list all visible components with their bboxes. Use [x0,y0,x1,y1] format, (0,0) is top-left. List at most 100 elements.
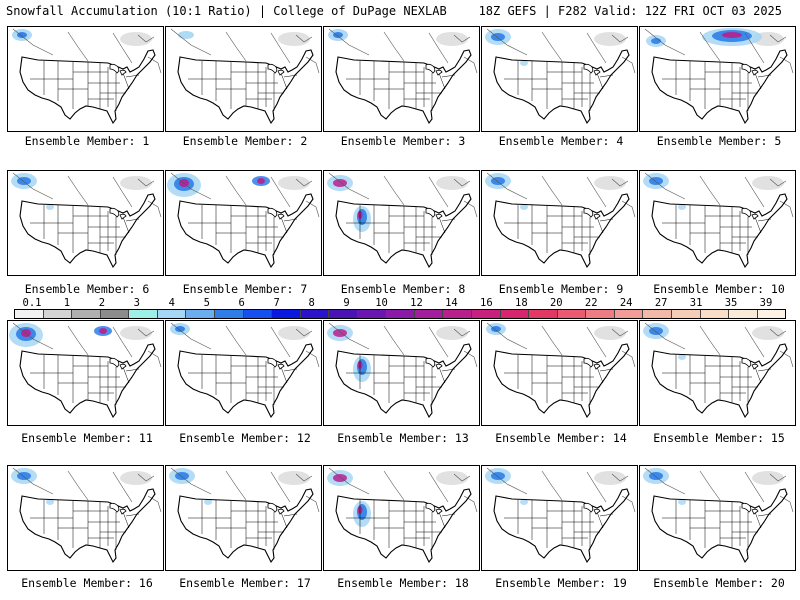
us-outline [335,488,472,564]
legend-tick-label: 31 [689,297,703,309]
legend-color-cell [414,310,444,318]
canada-province-lines [170,28,320,74]
legend-tick-label: 9 [343,297,350,309]
snowfall-map [481,170,638,276]
legend-color-cell [72,310,101,318]
great-lakes [741,207,759,220]
ensemble-member-panel: Ensemble Member: 16 [7,465,164,590]
canada-cover-shading [594,32,626,46]
us-outline [19,193,156,269]
member-caption: Ensemble Member: 6 [24,282,150,296]
member-caption: Ensemble Member: 16 [21,576,153,590]
canada-province-lines [328,28,478,74]
canada-cover-shading [278,471,310,485]
canada-cover-shading [120,326,152,340]
state-borders [30,355,140,405]
canada-province-lines [328,322,478,368]
canada-cover-shading [120,471,152,485]
legend-tick-label: 8 [308,297,315,309]
canada-cover-shading [594,471,626,485]
great-lakes [267,207,285,220]
legend-color-cell [272,310,301,318]
legend-tick-label: 14 [445,297,458,309]
legend-color-cell [386,310,415,318]
legend-tick-label: 10 [375,297,388,309]
snowfall-color-legend: 0.1 1 2 3 4 5 6 7 8 9 10 12 14 16 18 20 22 24 27 31 35 39 [14,297,786,319]
great-lakes [425,63,443,76]
ensemble-member-panel: Ensemble Member: 18 [323,465,480,590]
canada-cover-shading [436,326,468,340]
us-outline [651,193,788,269]
us-outline [19,49,156,125]
legend-tick-label: 3 [133,297,141,309]
ensemble-member-panel: Ensemble Member: 7 [165,170,322,296]
legend-color-cell [329,310,358,318]
state-borders [188,61,298,111]
snow-accumulation-shading [167,173,270,197]
member-caption: Ensemble Member: 10 [653,282,785,296]
canada-province-lines [328,172,478,218]
snowfall-map [7,320,164,426]
legend-color-cell [757,310,786,318]
ensemble-member-panel: Ensemble Member: 3 [323,26,480,148]
member-caption: Ensemble Member: 14 [495,431,627,445]
legend-color-cell [472,310,501,318]
canada-province-lines [12,467,162,513]
legend-color-cell [529,310,558,318]
great-lakes [583,207,601,220]
canada-cover-shading [278,32,310,46]
legend-color-cell [643,310,672,318]
snowfall-map [323,465,480,571]
legend-color-cell [214,310,244,318]
ensemble-member-panel: Ensemble Member: 6 [7,170,164,296]
us-outline [177,49,314,125]
canada-province-lines [328,467,478,513]
member-caption: Ensemble Member: 4 [498,134,624,148]
member-caption: Ensemble Member: 15 [653,431,785,445]
us-outline [651,49,788,125]
legend-tick-label: 27 [654,297,668,309]
us-outline [493,488,630,564]
snowfall-map [481,320,638,426]
legend-color-cell [43,310,73,318]
ensemble-member-panel: Ensemble Member: 5 [639,26,796,148]
member-caption: Ensemble Member: 17 [179,576,311,590]
canada-province-lines [486,322,636,368]
great-lakes [583,502,601,515]
snowfall-map [7,170,164,276]
great-lakes [109,357,127,370]
legend-tick-label: 35 [724,297,738,309]
canada-province-lines [12,322,162,368]
great-lakes [583,63,601,76]
legend-color-cell [100,310,130,318]
legend-tick-label: 12 [410,297,423,309]
snowfall-map [323,26,480,132]
canada-province-lines [12,172,162,218]
canada-cover-shading [120,176,152,190]
us-outline [177,193,314,269]
canada-province-lines [644,172,794,218]
state-borders [662,500,772,550]
member-caption: Ensemble Member: 13 [337,431,469,445]
legend-color-cell [157,310,187,318]
state-borders [188,205,298,255]
canada-province-lines [170,172,320,218]
great-lakes [583,357,601,370]
snowfall-map [639,26,796,132]
canada-province-lines [644,322,794,368]
great-lakes [267,357,285,370]
legend-color-cell [300,310,330,318]
canada-cover-shading [436,176,468,190]
state-borders [504,205,614,255]
us-outline [493,193,630,269]
state-borders [662,205,772,255]
state-borders [188,500,298,550]
canada-province-lines [486,172,636,218]
us-outline [19,343,156,419]
ensemble-member-panel: Ensemble Member: 4 [481,26,638,148]
ensemble-member-panel: Ensemble Member: 13 [323,320,480,445]
ensemble-member-panel: Ensemble Member: 11 [7,320,164,445]
member-caption: Ensemble Member: 19 [495,576,627,590]
legend-tick-label: 22 [584,297,598,309]
ensemble-member-panel: Ensemble Member: 10 [639,170,796,296]
